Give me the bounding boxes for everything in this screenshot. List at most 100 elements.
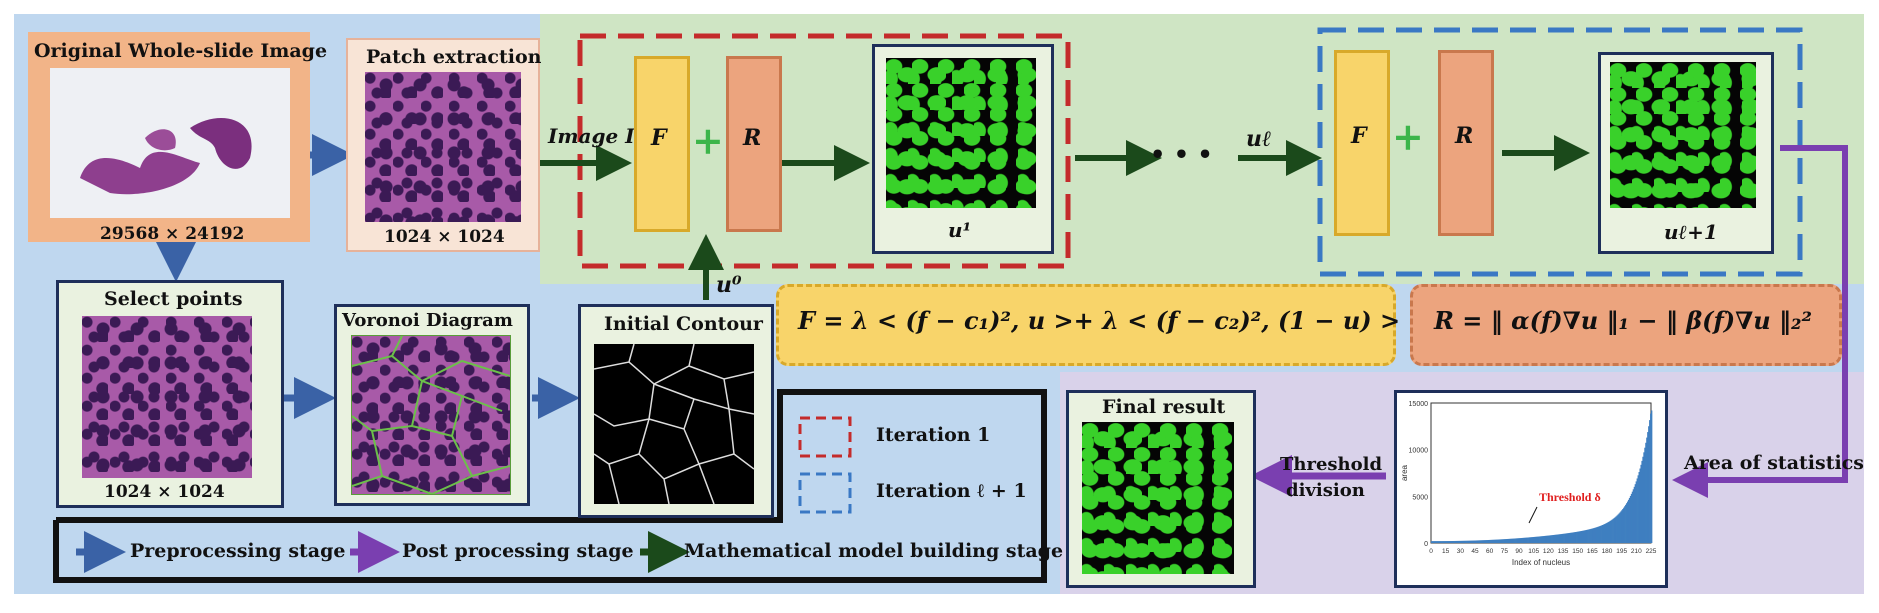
area-chart: 15000 10000 5000 0 0 15 30 45 60 75 90 105 120 135 150… — [1394, 390, 1668, 588]
chart-bar — [1589, 529, 1591, 543]
chart-xtick-label: 60 — [1486, 548, 1494, 555]
chart-bar — [1477, 540, 1479, 543]
chart-bar — [1608, 521, 1611, 543]
chart-bar — [1624, 506, 1626, 543]
chart-xlabel: Index of nucleus — [1512, 558, 1570, 567]
chart-bar — [1623, 507, 1625, 543]
chart-bar — [1584, 530, 1587, 543]
chart-xtick-label: 195 — [1616, 548, 1627, 555]
operator-R-1 — [726, 56, 782, 232]
chart-bar — [1599, 526, 1601, 543]
chart-bar — [1431, 541, 1433, 543]
chart-bar — [1516, 538, 1518, 543]
iteration-1-frame — [577, 33, 1071, 269]
chart-bar — [1514, 538, 1516, 543]
chart-bar — [1632, 489, 1635, 543]
wsi-size: 29568 × 24192 — [100, 224, 245, 244]
chart-bar — [1527, 537, 1529, 543]
chart-bar — [1585, 530, 1588, 543]
initial-contour-image — [593, 343, 755, 505]
chart-bar — [1651, 410, 1653, 543]
chart-bar — [1494, 539, 1496, 543]
operator-F-1-label: F — [651, 125, 667, 151]
voronoi-title: Voronoi Diagram — [342, 310, 513, 331]
chart-xtick-label: 15 — [1442, 548, 1450, 555]
ul1-image — [1610, 62, 1756, 208]
chart-bar — [1504, 539, 1506, 543]
chart-bar — [1486, 540, 1489, 543]
chart-bar — [1483, 540, 1486, 543]
chart-bar — [1466, 540, 1468, 543]
chart-bar — [1501, 539, 1503, 543]
chart-bar — [1581, 530, 1584, 543]
chart-bar — [1543, 536, 1545, 543]
chart-bar — [1487, 539, 1490, 543]
chart-bar — [1642, 456, 1644, 543]
chart-bar — [1619, 512, 1621, 543]
chart-bar — [1526, 537, 1528, 543]
chart-bar — [1446, 541, 1448, 543]
original-wsi-title: Original Whole-slide Image — [34, 40, 328, 62]
chart-bar — [1567, 533, 1569, 543]
chart-bar — [1556, 534, 1559, 543]
chart-bar — [1479, 540, 1481, 543]
chart-bar — [1612, 518, 1614, 543]
operator-F-2 — [1334, 50, 1390, 236]
chart-bar — [1452, 541, 1454, 543]
chart-xtick-label: 105 — [1528, 548, 1539, 555]
chart-bar — [1485, 540, 1488, 543]
chart-bar — [1569, 532, 1571, 543]
chart-bar — [1479, 540, 1482, 543]
chart-bar — [1549, 535, 1551, 543]
chart-bar — [1436, 541, 1439, 543]
chart-bar — [1504, 539, 1507, 543]
chart-bar — [1551, 535, 1553, 543]
chart-bar — [1617, 514, 1619, 543]
chart-bar — [1587, 529, 1589, 543]
chart-bar — [1554, 534, 1557, 543]
chart-bar — [1538, 536, 1540, 543]
chart-bar — [1640, 464, 1642, 543]
legend-pre-label: Preprocessing stage — [130, 540, 346, 562]
chart-bar — [1557, 534, 1560, 543]
chart-bar — [1517, 538, 1519, 543]
chart-bar — [1606, 522, 1609, 543]
formula-F-box — [776, 284, 1396, 366]
chart-bar — [1635, 481, 1637, 543]
chart-bar — [1616, 515, 1618, 543]
chart-bar — [1523, 537, 1525, 543]
chart-bar — [1544, 535, 1546, 543]
chart-bar — [1568, 533, 1570, 543]
chart-bar — [1537, 536, 1539, 543]
chart-xtick-label: 180 — [1602, 548, 1613, 555]
chart-bar — [1615, 516, 1617, 543]
chart-bar — [1512, 538, 1515, 543]
chart-bar — [1609, 520, 1612, 543]
chart-bar — [1541, 536, 1543, 543]
chart-bar — [1634, 484, 1637, 543]
chart-xtick-label: 165 — [1587, 548, 1598, 555]
chart-bar — [1460, 540, 1463, 543]
chart-bar — [1437, 541, 1440, 543]
chart-bar — [1603, 524, 1606, 543]
chart-bar — [1645, 442, 1647, 543]
chart-xtick-label: 120 — [1543, 548, 1554, 555]
select-title: Select points — [104, 288, 243, 310]
chart-bar — [1532, 537, 1535, 543]
chart-bar — [1578, 531, 1581, 543]
chart-bar — [1545, 535, 1547, 543]
chart-bar — [1560, 534, 1563, 543]
chart-bar — [1637, 475, 1639, 543]
chart-bar — [1470, 540, 1472, 543]
chart-bar — [1590, 528, 1592, 543]
chart-bar — [1633, 486, 1636, 543]
chart-bar — [1525, 537, 1527, 543]
wsi-thumbnail — [50, 68, 290, 218]
chart-bar — [1550, 535, 1552, 543]
chart-bar — [1611, 519, 1613, 543]
chart-bar — [1574, 532, 1576, 543]
chart-bar — [1535, 536, 1538, 543]
chart-threshold-annotation: Threshold δ — [1539, 490, 1601, 504]
chart-bar — [1438, 541, 1441, 543]
chart-bar — [1570, 532, 1572, 543]
